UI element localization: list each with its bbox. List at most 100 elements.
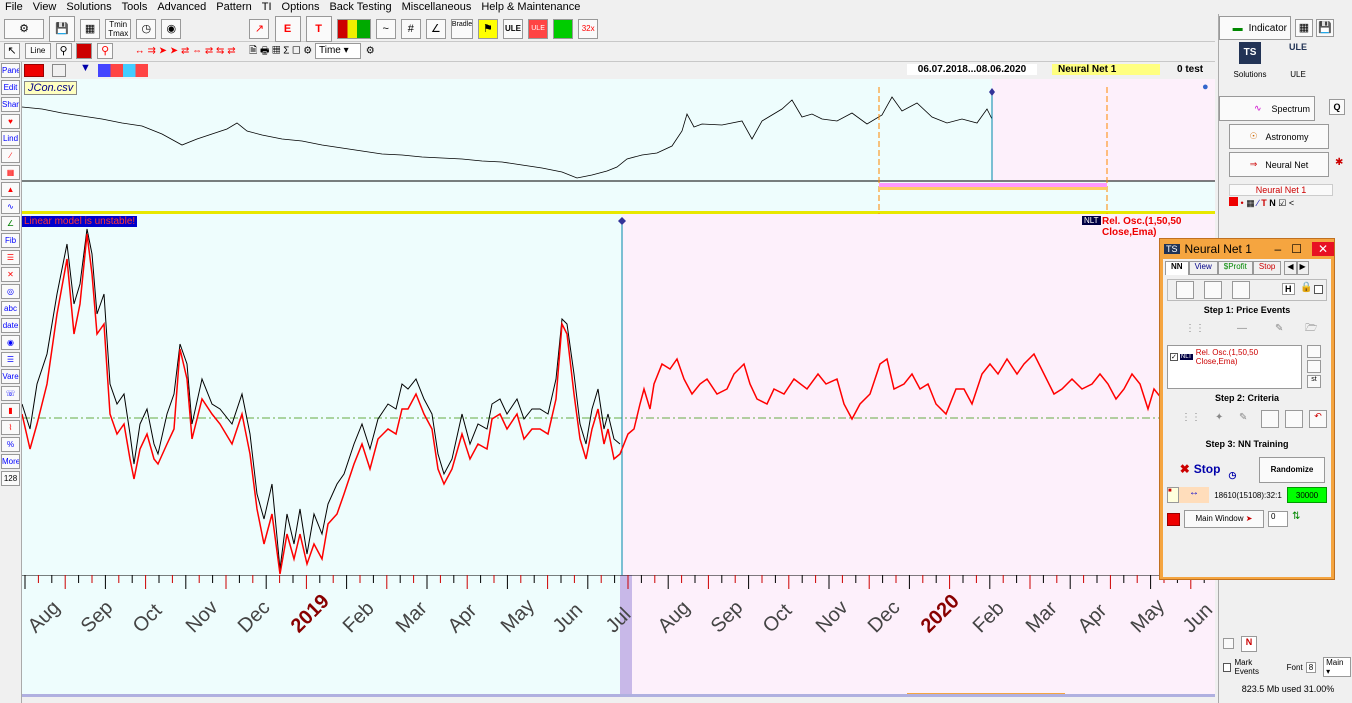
close-icon[interactable]: ✕ xyxy=(1312,242,1334,256)
chart-icon[interactable]: ▦ xyxy=(80,19,101,39)
date-button[interactable]: date xyxy=(1,318,20,333)
bars-icon[interactable] xyxy=(98,64,148,77)
phone-icon[interactable]: ☏ xyxy=(1,386,20,401)
num-128-button[interactable]: 128 xyxy=(1,471,20,486)
nn-text-icon[interactable]: T xyxy=(1261,198,1267,208)
tab-scroll-left-icon[interactable]: ◀ xyxy=(1284,261,1297,275)
training-mini-icon[interactable]: ■ xyxy=(1167,487,1179,503)
gear-icon[interactable]: ⚙ xyxy=(365,45,375,57)
line-draw-button[interactable]: Lind xyxy=(1,131,20,146)
t-icon[interactable]: T xyxy=(305,16,332,42)
horizontal-lines-icon[interactable]: ☰ xyxy=(1,352,20,367)
minimize-icon[interactable]: – xyxy=(1274,242,1282,256)
candle-icon[interactable]: ▮ xyxy=(1,403,20,418)
share-button[interactable]: Shar xyxy=(1,97,20,112)
hash-icon[interactable]: # xyxy=(400,19,421,39)
save-right-icon[interactable]: 💾 xyxy=(1316,19,1334,37)
indicator-button[interactable]: ▬ Indicator xyxy=(1219,16,1291,40)
event-chart-icon[interactable] xyxy=(1307,360,1321,373)
heart-icon[interactable]: ♥ xyxy=(1,114,20,129)
time-select[interactable]: Time ▾ xyxy=(315,43,361,59)
event-checkbox[interactable]: ✓ xyxy=(1170,353,1178,361)
save-icon[interactable]: 💾 xyxy=(49,16,76,42)
target-icon[interactable]: ◉ xyxy=(161,19,182,39)
v-icon[interactable]: ▼ xyxy=(80,62,91,74)
percent-button[interactable]: % xyxy=(1,437,20,452)
criteria-folder-icon[interactable] xyxy=(1261,410,1279,428)
menu-miscellaneous[interactable]: Miscellaneous xyxy=(401,1,472,13)
minus-icon[interactable]: — xyxy=(1237,323,1247,334)
tab-view[interactable]: View xyxy=(1188,261,1218,275)
signal-icon[interactable]: ⌇ xyxy=(1,420,20,435)
ule-red-button[interactable]: ULE xyxy=(528,19,549,39)
edit-button[interactable]: Edit xyxy=(1,80,20,95)
menu-back-testing[interactable]: Back Testing xyxy=(329,1,392,13)
triangle-icon[interactable]: ▲ xyxy=(1,182,20,197)
main-red-square-icon[interactable] xyxy=(1167,512,1180,526)
doc-nn-icon[interactable] xyxy=(1232,281,1250,299)
window-icon[interactable]: ▦ xyxy=(1295,19,1313,37)
astronomy-button[interactable]: ☉ Astronomy xyxy=(1229,124,1329,149)
line-button[interactable]: Line xyxy=(24,43,51,59)
nn-titlebar[interactable]: TS Neural Net 1 – ☐ ✕ xyxy=(1160,239,1334,259)
stop-button[interactable]: ✖ Stop ◷ xyxy=(1179,462,1237,480)
red-square-button[interactable] xyxy=(24,64,44,77)
menu-solutions[interactable]: Solutions xyxy=(66,1,112,13)
criteria-pen-icon[interactable]: ✎ xyxy=(1239,412,1248,423)
bradley-button[interactable]: Bradley xyxy=(450,19,473,39)
maximize-icon[interactable]: ☐ xyxy=(1291,242,1302,256)
zoom-icon[interactable]: ⚲ xyxy=(55,43,72,59)
spiral-icon[interactable]: ◎ xyxy=(1,284,20,299)
overview-chart[interactable]: JCon.csv ● xyxy=(22,79,1215,214)
dots-icon[interactable]: ⋮⋮ xyxy=(1185,323,1205,334)
pen-icon[interactable]: ✎ xyxy=(1275,323,1284,334)
pointer-icon[interactable]: ↖ xyxy=(4,43,20,59)
time-axis[interactable]: Aug Sep Oct Nov Dec 2019 Feb Mar Apr May Jun Jul Aug… xyxy=(22,575,1217,697)
tab-profit[interactable]: $Profit xyxy=(1217,261,1253,275)
save-nn-icon[interactable] xyxy=(1204,281,1222,299)
event-grid-icon[interactable] xyxy=(1307,345,1321,358)
menu-pattern[interactable]: Pattern xyxy=(216,1,252,13)
wave-icon[interactable]: ~ xyxy=(375,19,396,39)
solutions-button[interactable]: TS Solutions xyxy=(1233,42,1267,82)
menu-ti[interactable]: TI xyxy=(261,1,272,13)
criteria-dots-icon[interactable]: ⋮⋮ xyxy=(1181,412,1201,423)
criteria-plus-icon[interactable]: ✦ xyxy=(1215,412,1224,423)
green-square-icon[interactable] xyxy=(553,19,574,39)
epochs-field[interactable]: 30000 xyxy=(1287,487,1327,503)
menu-help[interactable]: Help & Maintenance xyxy=(481,1,581,13)
cross-lines-icon[interactable]: ✕ xyxy=(1,267,20,282)
menu-tools[interactable]: Tools xyxy=(121,1,148,13)
nn-n-icon[interactable]: N xyxy=(1269,198,1276,208)
open-globe-icon[interactable]: ⚙ xyxy=(4,19,44,39)
more-button[interactable]: More xyxy=(1,454,20,469)
tab-stop[interactable]: Stop xyxy=(1252,261,1282,275)
color-bars-icon[interactable] xyxy=(336,19,371,39)
main-window-button[interactable]: Main Window ➤ xyxy=(1184,510,1264,528)
h-checkbox[interactable] xyxy=(1314,285,1323,294)
ule-button[interactable]: ULE xyxy=(503,19,523,39)
signals-icon[interactable]: ⇅ xyxy=(1292,511,1301,522)
text-abc-button[interactable]: abc xyxy=(1,301,20,316)
fib-lines-icon[interactable]: ☰ xyxy=(1,250,20,265)
zoom-32x-button[interactable]: 32x xyxy=(578,19,599,39)
fan-left-icon[interactable]: ∠ xyxy=(1,216,20,231)
tmin-tmax-button[interactable]: Tmin Tmax xyxy=(105,19,132,39)
trend-icon[interactable]: ↗ xyxy=(249,19,270,39)
small-square-icon[interactable] xyxy=(1223,638,1234,649)
clock-icon[interactable]: ◷ xyxy=(136,19,157,39)
nn-table-icon[interactable]: ▦ xyxy=(1246,198,1255,208)
neural-close-icon[interactable]: ✱ xyxy=(1335,157,1344,168)
hatch-icon[interactable]: ▦ xyxy=(1,165,20,180)
main-select[interactable]: Main ▾ xyxy=(1323,657,1351,677)
spectrum-button[interactable]: ∿ Spectrum xyxy=(1219,96,1315,121)
zoom-red-icon[interactable]: ⚲ xyxy=(97,43,114,59)
fib-button[interactable]: Fib xyxy=(1,233,20,248)
globe-icon[interactable]: ● xyxy=(1202,81,1209,93)
flag-chart-icon[interactable] xyxy=(76,43,93,59)
event-item[interactable]: ✓ NLT Rel. Osc.(1,50,50 Close,Ema) xyxy=(1170,348,1259,366)
panel-icon[interactable] xyxy=(52,64,66,77)
st-button[interactable]: st xyxy=(1307,375,1321,388)
neural-net-button[interactable]: ⇒ Neural Net xyxy=(1229,152,1329,177)
tab-scroll-right-icon[interactable]: ▶ xyxy=(1296,261,1309,275)
